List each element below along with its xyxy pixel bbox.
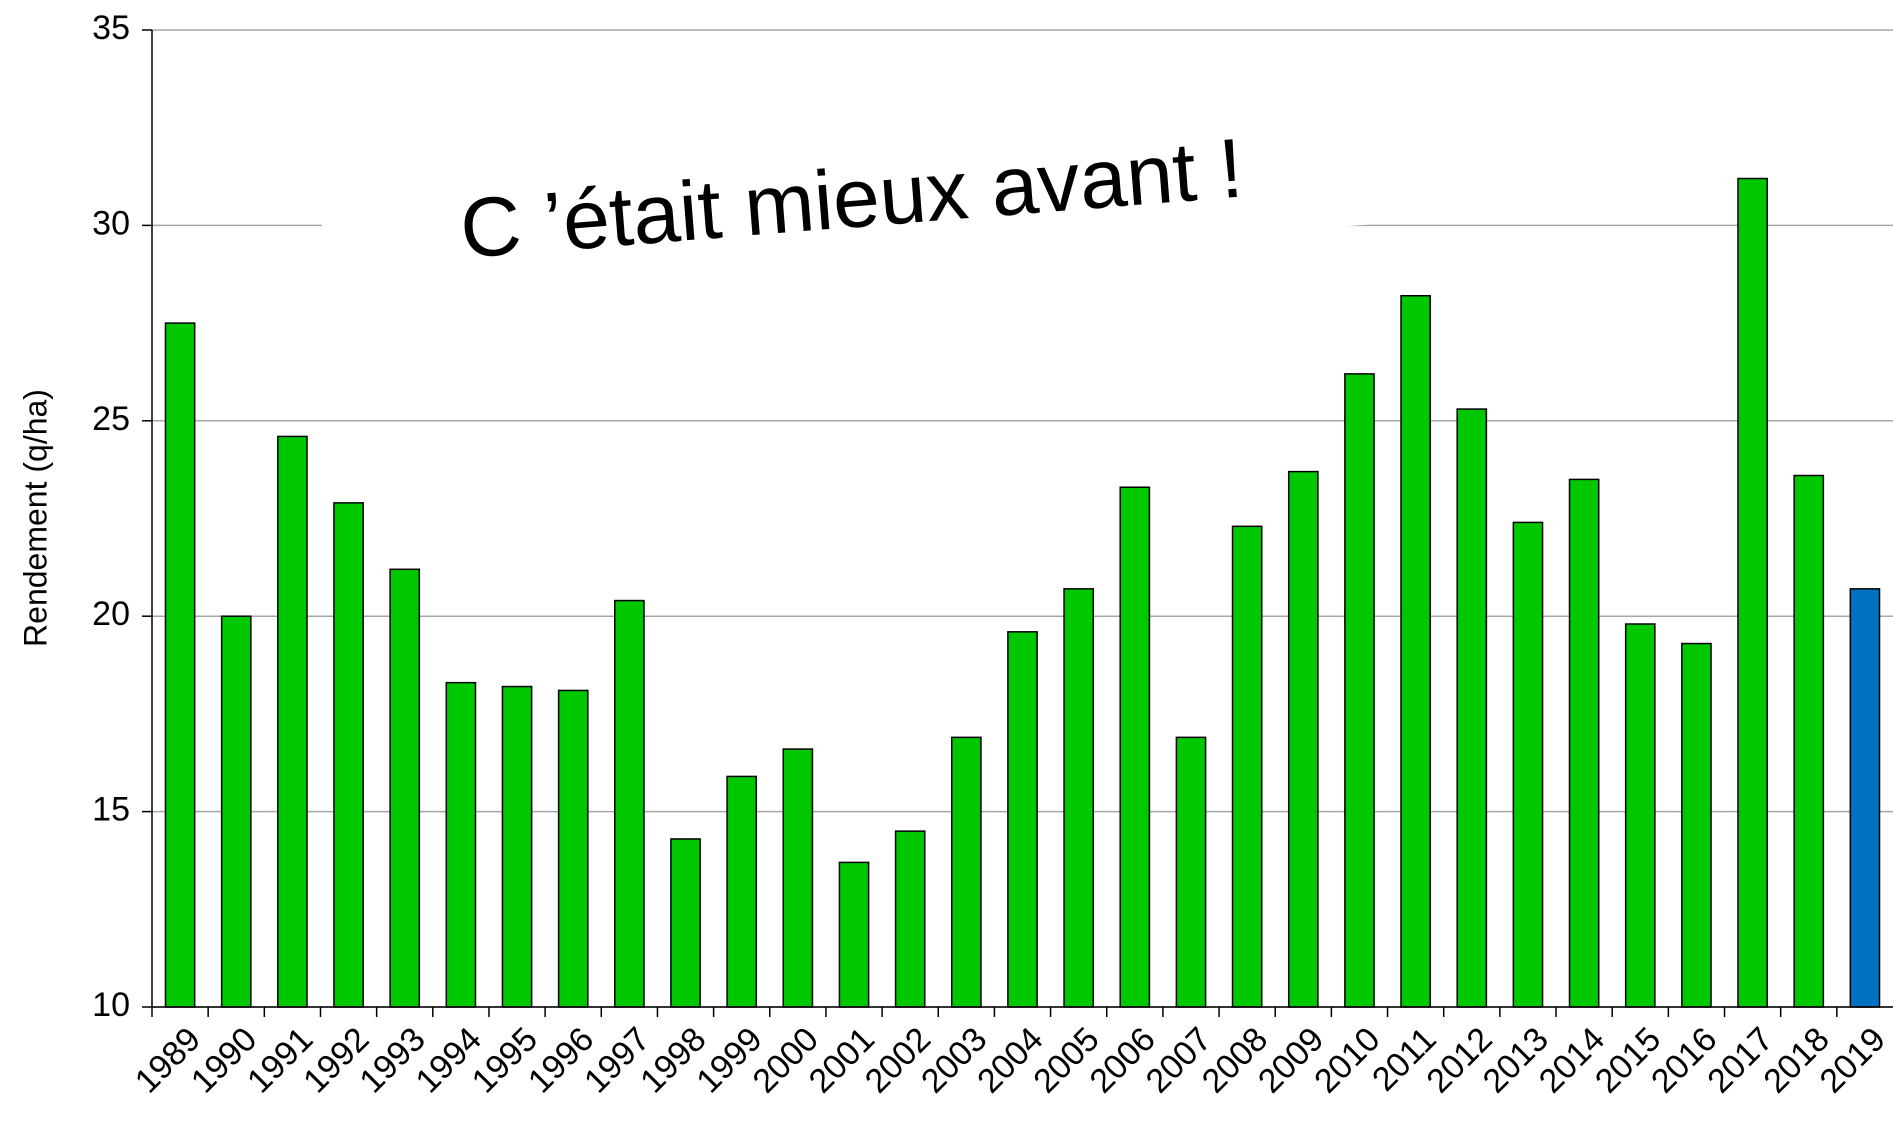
bar (1737, 177, 1768, 1008)
annotation-background (318, 103, 1386, 307)
y-tick-label: 25 (92, 400, 130, 438)
bar (1793, 474, 1825, 1008)
bar (1681, 642, 1712, 1008)
y-tick-label: 30 (92, 204, 130, 242)
annotation: C ’était mieux avant ! (318, 103, 1386, 307)
bar (1063, 588, 1095, 1008)
bar (950, 736, 982, 1008)
x-tick-label: 2019 (1813, 1020, 1893, 1100)
y-tick-label: 10 (92, 986, 130, 1024)
bar (1007, 631, 1038, 1008)
bar (1512, 521, 1544, 1008)
bar (220, 615, 252, 1008)
bar (557, 689, 589, 1008)
y-tick-label: 35 (92, 9, 130, 47)
bar (501, 685, 533, 1008)
bar (1344, 373, 1375, 1008)
bar (164, 322, 196, 1008)
bar (1849, 588, 1881, 1008)
bar (670, 838, 701, 1008)
bar (1287, 470, 1319, 1008)
bar (1568, 478, 1600, 1008)
bar (445, 681, 477, 1008)
bar (1624, 623, 1656, 1008)
bar (782, 748, 814, 1008)
y-axis-title: Rendement (q/ha) (17, 389, 53, 647)
bar (1231, 525, 1263, 1008)
y-tick-label: 15 (92, 791, 130, 829)
bar (614, 599, 645, 1008)
bar (1400, 294, 1431, 1008)
bar (1119, 486, 1151, 1008)
y-tick-label: 20 (92, 595, 130, 633)
bar (894, 830, 926, 1008)
bar (838, 861, 870, 1008)
bar (333, 502, 364, 1008)
bar (389, 568, 421, 1008)
bar (1456, 408, 1488, 1008)
bar (277, 435, 308, 1008)
bar (1175, 736, 1207, 1008)
bar (726, 775, 758, 1008)
